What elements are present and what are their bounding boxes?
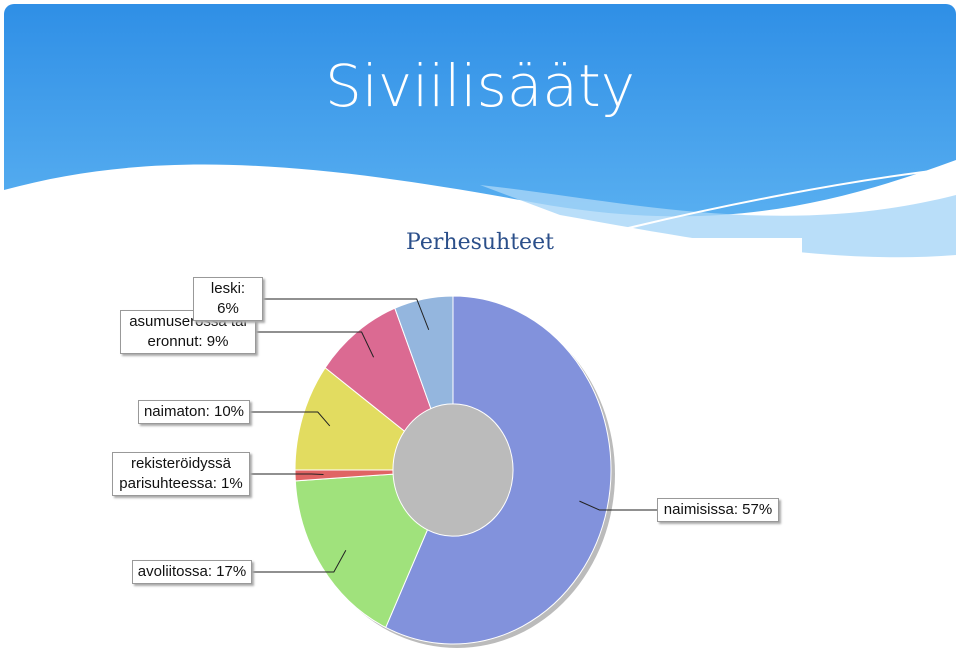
data-label: avoliitossa: 17% <box>132 560 252 584</box>
slide-title: Siviilisääty <box>324 52 636 120</box>
donut-slice <box>294 473 429 629</box>
data-label: naimisissa: 57% <box>657 498 779 522</box>
plot-area <box>250 295 657 648</box>
data-label: naimaton: 10% <box>138 400 250 424</box>
leader-line <box>256 331 375 358</box>
leader-line <box>250 411 331 427</box>
leader-line <box>579 500 657 511</box>
leader-line <box>252 549 347 573</box>
leader-line <box>263 298 430 331</box>
header-wave-light <box>480 185 956 258</box>
donut-slice <box>394 295 454 410</box>
header-curve <box>599 167 957 236</box>
data-label: leski: 6% <box>193 277 263 321</box>
data-label: rekisteröidyssä parisuhteessa: 1% <box>112 452 250 496</box>
title-backdrop <box>560 238 802 258</box>
donut-slice <box>385 295 612 645</box>
chart-title: Perhesuhteet <box>406 230 554 255</box>
